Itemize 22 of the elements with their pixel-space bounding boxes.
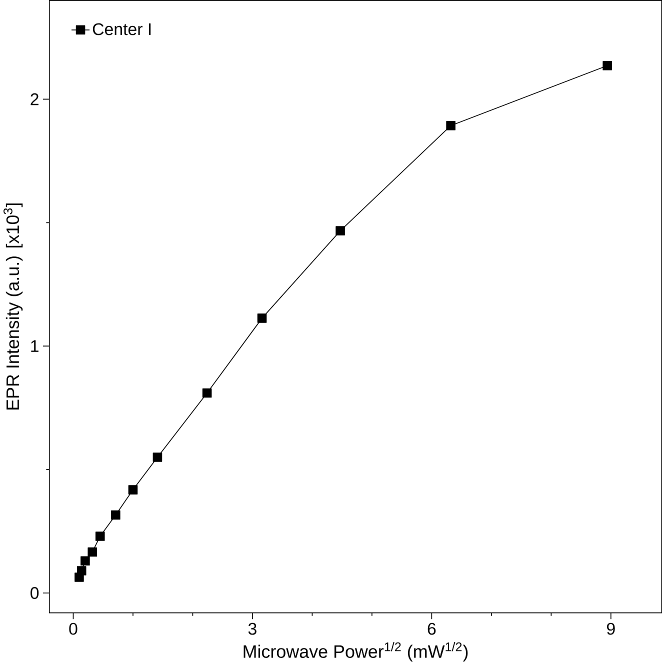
x-tick-label: 9 [606, 622, 615, 635]
point [602, 60, 612, 70]
x-axis-title: Microwave Power$^{1/2}$ (mW$^{1/2}$) [244, 642, 468, 662]
point [128, 485, 138, 494]
y-axis-title: EPR Intensity (a.u.) [x10$^{3}$] [3, 204, 23, 410]
y-tick-label: 1 [31, 340, 38, 352]
point [446, 120, 456, 130]
point [95, 532, 105, 541]
point [80, 556, 90, 566]
y-tick-label: 2 [30, 93, 38, 106]
point [110, 510, 120, 520]
point [336, 226, 345, 236]
point [202, 388, 212, 398]
point [88, 547, 97, 557]
x-tick-label: 0 [69, 622, 78, 635]
y-tick-label: 0 [30, 587, 39, 599]
x-tick-label: 3 [248, 622, 256, 635]
x-tick-label: 6 [428, 622, 436, 635]
legend-label: Center I [92, 23, 151, 36]
point [257, 314, 267, 323]
point [152, 452, 162, 462]
point [76, 566, 86, 576]
